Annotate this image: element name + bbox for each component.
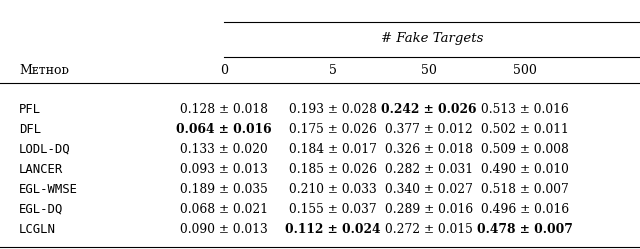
Text: 0.210 ± 0.033: 0.210 ± 0.033 <box>289 183 377 196</box>
Text: 0.478 ± 0.007: 0.478 ± 0.007 <box>477 223 573 236</box>
Text: 0.340 ± 0.027: 0.340 ± 0.027 <box>385 183 473 196</box>
Text: 0.090 ± 0.013: 0.090 ± 0.013 <box>180 223 268 236</box>
Text: 0.509 ± 0.008: 0.509 ± 0.008 <box>481 143 569 156</box>
Text: 5: 5 <box>329 64 337 77</box>
Text: 0.496 ± 0.016: 0.496 ± 0.016 <box>481 203 569 216</box>
Text: 0.272 ± 0.015: 0.272 ± 0.015 <box>385 223 473 236</box>
Text: 0.242 ± 0.026: 0.242 ± 0.026 <box>381 103 477 116</box>
Text: 0.513 ± 0.016: 0.513 ± 0.016 <box>481 103 569 116</box>
Text: # Fake Targets: # Fake Targets <box>381 32 483 45</box>
Text: 0.185 ± 0.026: 0.185 ± 0.026 <box>289 163 377 176</box>
Text: 0.289 ± 0.016: 0.289 ± 0.016 <box>385 203 473 216</box>
Text: PFL: PFL <box>19 103 42 116</box>
Text: LCGLN: LCGLN <box>19 223 56 236</box>
Text: 0.184 ± 0.017: 0.184 ± 0.017 <box>289 143 377 156</box>
Text: 0.068 ± 0.021: 0.068 ± 0.021 <box>180 203 268 216</box>
Text: LANCER: LANCER <box>19 163 63 176</box>
Text: 0.112 ± 0.024: 0.112 ± 0.024 <box>285 223 381 236</box>
Text: 0: 0 <box>220 64 228 77</box>
Text: 0.175 ± 0.026: 0.175 ± 0.026 <box>289 123 377 136</box>
Text: 500: 500 <box>513 64 537 77</box>
Text: 0.377 ± 0.012: 0.377 ± 0.012 <box>385 123 473 136</box>
Text: 0.490 ± 0.010: 0.490 ± 0.010 <box>481 163 569 176</box>
Text: 0.064 ± 0.016: 0.064 ± 0.016 <box>176 123 272 136</box>
Text: 0.189 ± 0.035: 0.189 ± 0.035 <box>180 183 268 196</box>
Text: 0.518 ± 0.007: 0.518 ± 0.007 <box>481 183 569 196</box>
Text: 0.193 ± 0.028: 0.193 ± 0.028 <box>289 103 377 116</box>
Text: 50: 50 <box>421 64 436 77</box>
Text: DFL: DFL <box>19 123 42 136</box>
Text: 0.326 ± 0.018: 0.326 ± 0.018 <box>385 143 473 156</box>
Text: 0.133 ± 0.020: 0.133 ± 0.020 <box>180 143 268 156</box>
Text: 0.155 ± 0.037: 0.155 ± 0.037 <box>289 203 376 216</box>
Text: 0.128 ± 0.018: 0.128 ± 0.018 <box>180 103 268 116</box>
Text: EGL-DQ: EGL-DQ <box>19 203 63 216</box>
Text: Mᴇᴛʜᴏᴅ: Mᴇᴛʜᴏᴅ <box>19 64 69 77</box>
Text: LODL-DQ: LODL-DQ <box>19 143 71 156</box>
Text: EGL-WMSE: EGL-WMSE <box>19 183 78 196</box>
Text: 0.093 ± 0.013: 0.093 ± 0.013 <box>180 163 268 176</box>
Text: 0.282 ± 0.031: 0.282 ± 0.031 <box>385 163 473 176</box>
Text: 0.502 ± 0.011: 0.502 ± 0.011 <box>481 123 569 136</box>
